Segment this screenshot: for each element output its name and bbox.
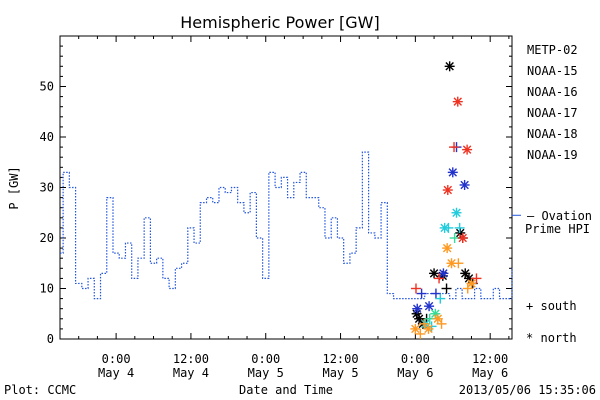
south-marker [471, 273, 482, 284]
marker-stroke [453, 97, 463, 106]
north-marker [452, 96, 463, 107]
legend-entry: METP-02 [527, 43, 578, 57]
south-marker [435, 293, 446, 304]
x-tick-label: 12:00 [173, 352, 209, 366]
north-legend: * north [526, 331, 577, 345]
x-tick-label: 0:00 [102, 352, 131, 366]
marker-stroke [462, 145, 472, 154]
legend-entry: NOAA-15 [527, 64, 578, 78]
plot-timestamp: 2013/05/06 15:35:06 [459, 383, 596, 397]
north-marker [423, 323, 434, 334]
south-marker [416, 288, 427, 299]
marker-stroke [447, 259, 456, 268]
plot-frame [59, 35, 513, 340]
north-marker [429, 268, 440, 279]
north-marker [462, 144, 473, 155]
south-marker [430, 288, 441, 299]
marker-stroke [411, 324, 420, 334]
north-marker [438, 268, 449, 279]
north-marker [432, 313, 443, 324]
x-tick-date: May 5 [248, 366, 284, 380]
south-marker [443, 222, 454, 233]
marker-stroke [412, 304, 422, 313]
marker-stroke [460, 269, 470, 278]
x-tick-date: May 4 [173, 366, 209, 380]
plot-credit: Plot: CCMC [4, 383, 76, 397]
north-marker [442, 185, 453, 196]
marker-stroke [448, 168, 458, 177]
satellite-markers [410, 61, 482, 339]
y-tick-label: 50 [40, 80, 54, 94]
legend-entry: NOAA-17 [527, 106, 578, 120]
north-marker [447, 167, 458, 178]
y-axis-label: P [GW] [7, 166, 21, 209]
x-tick-date: May 6 [472, 366, 508, 380]
x-tick-date: May 5 [322, 366, 358, 380]
marker-stroke [458, 233, 467, 243]
north-marker [451, 207, 462, 218]
satellite-legend: METP-02 NOAA-15 NOAA-16 NOAA-17 NOAA-18 NOAA-… [527, 43, 578, 162]
south-marker [453, 258, 464, 269]
south-marker [410, 283, 421, 294]
south-legend: + south [526, 299, 577, 313]
marker-stroke [452, 208, 461, 217]
marker-stroke [442, 243, 452, 253]
ovation-series [60, 151, 513, 300]
chart-title: Hemispheric Power [GW] [180, 13, 379, 32]
marker-stroke [429, 269, 439, 278]
ovation-label-line1: — Ovation [527, 209, 592, 223]
north-marker [459, 179, 470, 190]
y-tick-label: 10 [40, 282, 54, 296]
south-marker [441, 283, 452, 294]
legend-entry: NOAA-19 [527, 148, 578, 162]
marker-stroke [439, 269, 448, 278]
north-marker [410, 323, 421, 334]
marker-stroke [433, 314, 443, 324]
north-marker [457, 233, 468, 243]
marker-stroke [414, 314, 424, 324]
marker-stroke [431, 309, 440, 318]
south-marker [454, 222, 465, 233]
legend-entry: NOAA-16 [527, 85, 578, 99]
x-tick-date: May 4 [98, 366, 134, 380]
north-marker [460, 268, 471, 279]
south-marker [462, 283, 473, 294]
marker-stroke [460, 180, 469, 190]
marker-stroke [424, 301, 434, 311]
north-marker [466, 278, 477, 289]
marker-stroke [464, 274, 474, 283]
x-tick-date: May 6 [397, 366, 433, 380]
ovation-label-line2: Prime HPI [525, 222, 590, 236]
marker-stroke [445, 62, 454, 71]
north-marker [442, 243, 453, 254]
south-marker [436, 318, 447, 329]
x-tick-label: 12:00 [472, 352, 508, 366]
marker-stroke [456, 228, 465, 238]
x-tick-label: 12:00 [322, 352, 358, 366]
south-marker [415, 328, 426, 339]
legend-entry: NOAA-18 [527, 127, 578, 141]
north-marker [424, 301, 435, 312]
south-marker [419, 318, 430, 329]
y-tick-label: 30 [40, 181, 54, 195]
y-tick-label: 20 [40, 231, 54, 245]
north-marker [414, 313, 425, 324]
x-tick-label: 0:00 [401, 352, 430, 366]
y-tick-label: 40 [40, 130, 54, 144]
x-axis-label: Date and Time [239, 383, 333, 397]
north-marker [412, 303, 423, 314]
marker-stroke [467, 279, 476, 288]
marker-stroke [424, 324, 433, 334]
south-marker [434, 273, 445, 284]
y-axis: 0 10 20 30 40 50 [40, 45, 512, 346]
x-tick-label: 0:00 [251, 352, 280, 366]
north-marker [444, 61, 455, 72]
marker-stroke [443, 185, 453, 195]
y-tick-label: 0 [47, 332, 54, 346]
ovation-line [60, 151, 513, 300]
south-marker [449, 142, 460, 153]
